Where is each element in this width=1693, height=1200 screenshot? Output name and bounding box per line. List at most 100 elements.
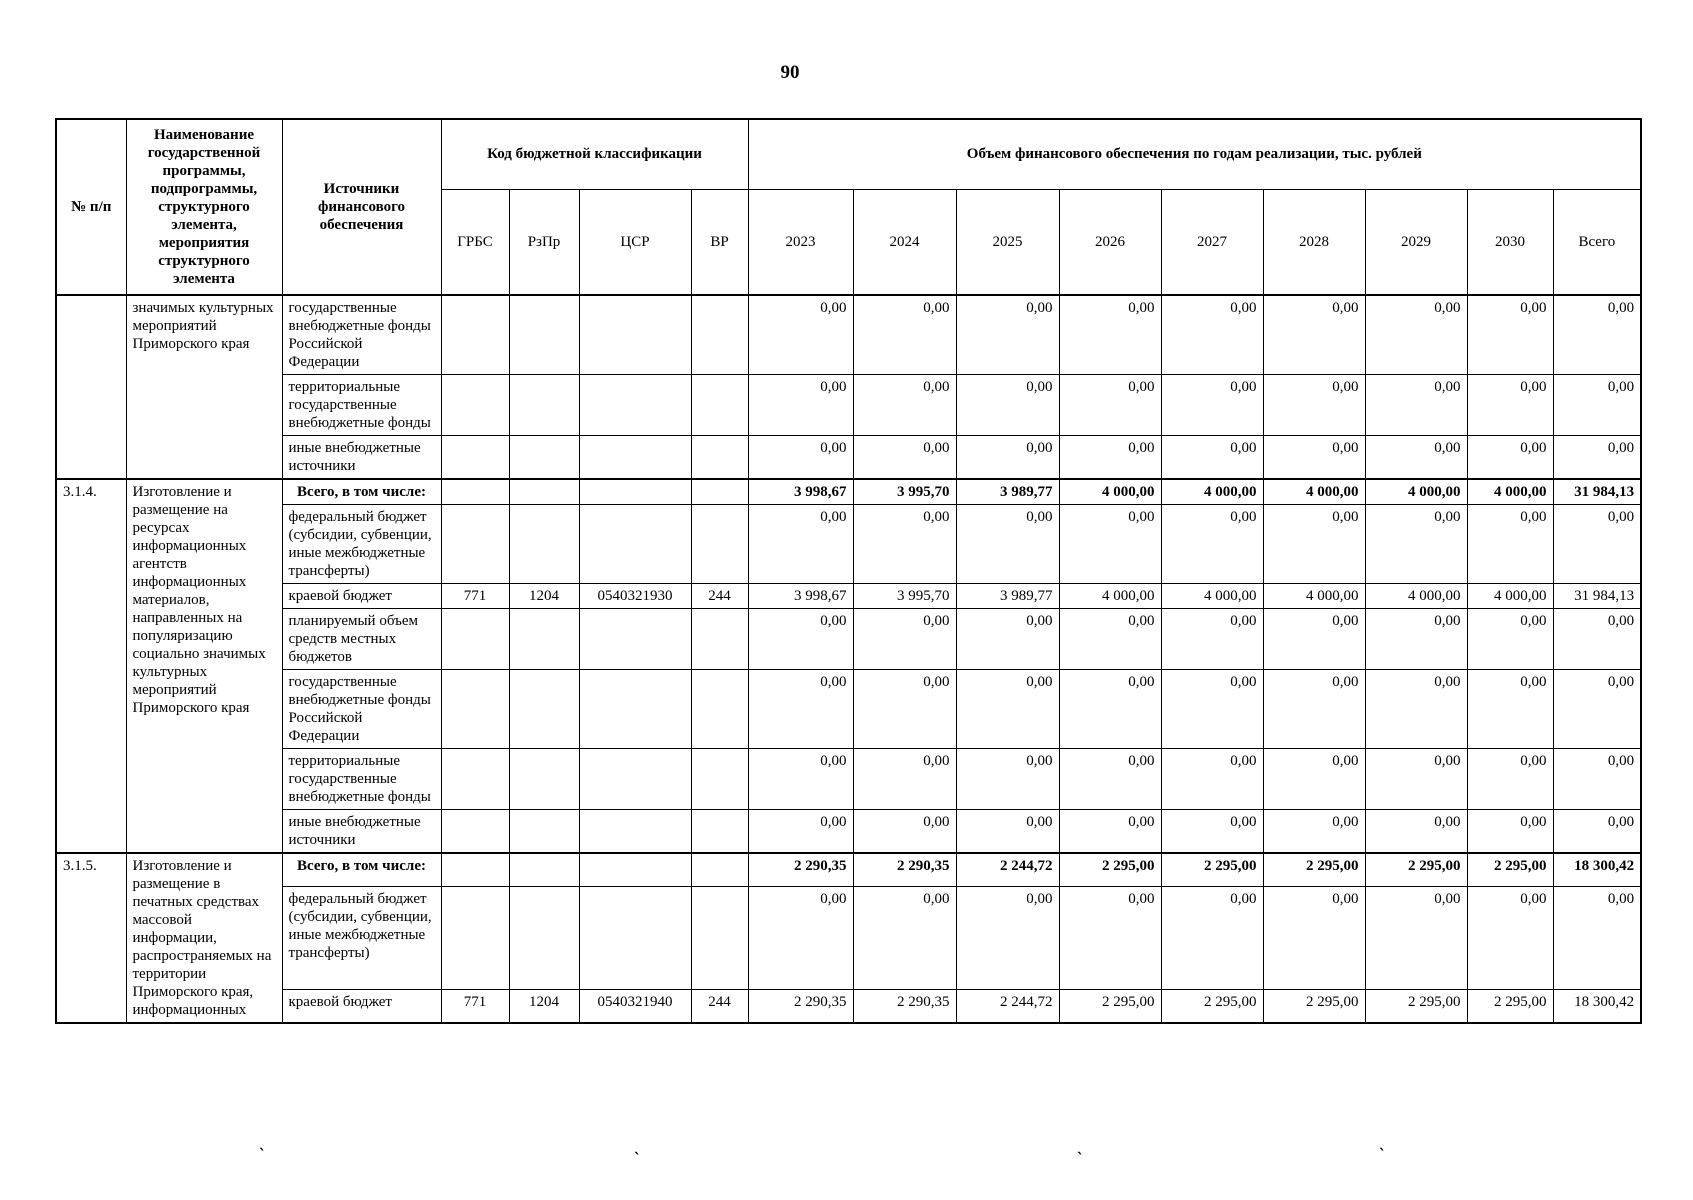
header-group-row: № п/п Наименование государственной прогр… — [55, 118, 1642, 296]
amount-cell: 2 290,35 — [852, 851, 957, 887]
amount-cell: 4 000,00 — [1262, 583, 1366, 609]
amount-cell: 0,00 — [1262, 748, 1366, 810]
funding-source-cell: государственные внебюджетные фонды Росси… — [281, 669, 442, 749]
budget-code-cell — [578, 374, 692, 436]
amount-cell: 2 244,72 — [955, 851, 1060, 887]
budget-code-cell — [578, 885, 692, 991]
table-row: иные внебюджетные источники 0,00 0,00 0,00 0… — [56, 435, 1642, 480]
amount-cell: 0,00 — [852, 294, 957, 375]
amount-cell: 31 984,13 — [1552, 583, 1642, 609]
header-year-2023: 2023 — [747, 188, 854, 296]
amount-cell: 0,00 — [955, 748, 1060, 810]
amount-cell: 0,00 — [852, 669, 957, 749]
amount-cell: 4 000,00 — [1262, 478, 1366, 505]
budget-table: № п/п Наименование государственной прогр… — [55, 118, 1643, 1024]
table-header: № п/п Наименование государственной прогр… — [55, 118, 1642, 296]
amount-cell: 0,00 — [1058, 885, 1162, 991]
amount-cell: 2 290,35 — [747, 851, 854, 887]
funding-source-cell: краевой бюджет — [281, 583, 442, 609]
funding-source-cell: Всего, в том числе: — [281, 478, 442, 505]
budget-code-cell: 0540321930 — [578, 583, 692, 609]
amount-cell: 18 300,42 — [1552, 989, 1642, 1024]
amount-cell: 0,00 — [1058, 809, 1162, 854]
amount-cell: 0,00 — [852, 809, 957, 854]
budget-table-body: значимых культурных мероприятий Приморск… — [55, 294, 1642, 1024]
header-col-name: Наименование государственной программы, … — [125, 118, 283, 296]
table-row: краевой бюджет 771 1204 0540321940 244 2 290,… — [56, 989, 1642, 1024]
header-year-2027: 2027 — [1160, 188, 1264, 296]
scan-artifact: ` — [1076, 1150, 1086, 1168]
amount-cell: 0,00 — [1466, 608, 1554, 670]
amount-cell: 0,00 — [747, 809, 854, 854]
funding-source-cell: государственные внебюджетные фонды Росси… — [281, 294, 442, 375]
scan-artifact: ` — [1378, 1146, 1388, 1164]
budget-code-cell — [690, 374, 749, 436]
amount-cell: 0,00 — [1364, 669, 1468, 749]
budget-code-cell — [508, 374, 580, 436]
amount-cell: 0,00 — [1262, 885, 1366, 991]
budget-code-cell: 771 — [440, 583, 510, 609]
amount-cell: 0,00 — [852, 504, 957, 584]
amount-cell: 0,00 — [852, 885, 957, 991]
amount-cell: 0,00 — [852, 748, 957, 810]
amount-cell: 2 295,00 — [1058, 989, 1162, 1024]
amount-cell: 0,00 — [747, 374, 854, 436]
amount-cell: 0,00 — [1466, 748, 1554, 810]
amount-cell: 0,00 — [1160, 294, 1264, 375]
amount-cell: 0,00 — [1262, 374, 1366, 436]
budget-code-cell — [578, 669, 692, 749]
funding-source-cell: краевой бюджет — [281, 989, 442, 1024]
amount-cell: 2 295,00 — [1058, 851, 1162, 887]
amount-cell: 4 000,00 — [1364, 478, 1468, 505]
amount-cell: 0,00 — [747, 435, 854, 480]
budget-code-cell — [690, 748, 749, 810]
budget-code-cell — [508, 294, 580, 375]
amount-cell: 0,00 — [747, 885, 854, 991]
budget-code-cell — [508, 885, 580, 991]
budget-code-cell — [508, 851, 580, 887]
amount-cell: 2 295,00 — [1466, 989, 1554, 1024]
amount-cell: 0,00 — [1466, 294, 1554, 375]
budget-code-cell — [690, 885, 749, 991]
header-code-vr: ВР — [690, 188, 749, 296]
amount-cell: 4 000,00 — [1058, 583, 1162, 609]
amount-cell: 3 995,70 — [852, 583, 957, 609]
budget-code-cell — [578, 608, 692, 670]
amount-cell: 0,00 — [747, 294, 854, 375]
amount-cell: 4 000,00 — [1160, 478, 1264, 505]
amount-cell: 0,00 — [1466, 669, 1554, 749]
amount-cell: 4 000,00 — [1466, 478, 1554, 505]
amount-cell: 0,00 — [1058, 435, 1162, 480]
amount-cell: 0,00 — [1364, 809, 1468, 854]
budget-code-cell: 771 — [440, 989, 510, 1024]
amount-cell: 0,00 — [1552, 809, 1642, 854]
budget-code-cell — [578, 478, 692, 505]
funding-source-cell: территориальные государственные внебюдже… — [281, 748, 442, 810]
table-row: значимых культурных мероприятий Приморск… — [55, 294, 1642, 480]
amount-cell: 0,00 — [852, 608, 957, 670]
amount-cell: 0,00 — [1058, 504, 1162, 584]
budget-code-cell — [690, 851, 749, 887]
budget-code-cell — [440, 608, 510, 670]
budget-code-cell — [690, 504, 749, 584]
program-name-cell: Изготовление и размещение в печатных сре… — [125, 852, 283, 1024]
amount-cell: 0,00 — [955, 374, 1060, 436]
header-year-2028: 2028 — [1262, 188, 1366, 296]
amount-cell: 0,00 — [1552, 374, 1642, 436]
budget-code-cell — [578, 294, 692, 375]
amount-cell: 4 000,00 — [1466, 583, 1554, 609]
amount-cell: 2 244,72 — [955, 989, 1060, 1024]
amount-cell: 0,00 — [1160, 504, 1264, 584]
budget-code-cell — [690, 294, 749, 375]
amount-cell: 2 295,00 — [1364, 989, 1468, 1024]
table-row: 3.1.5. Изготовление и размещение в печатн… — [55, 851, 1642, 1024]
amount-cell: 0,00 — [1160, 885, 1264, 991]
amount-cell: 18 300,42 — [1552, 851, 1642, 887]
funding-source-cell: федеральный бюджет (субсидии, субвенции,… — [281, 885, 442, 991]
amount-cell: 0,00 — [1160, 748, 1264, 810]
amount-cell: 2 295,00 — [1160, 851, 1264, 887]
amount-cell: 2 295,00 — [1160, 989, 1264, 1024]
amount-cell: 0,00 — [955, 809, 1060, 854]
amount-cell: 3 989,77 — [955, 478, 1060, 505]
budget-code-cell — [508, 435, 580, 480]
